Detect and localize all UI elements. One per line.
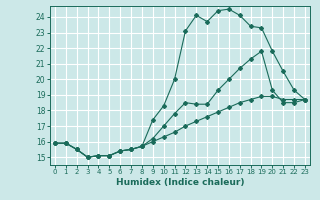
X-axis label: Humidex (Indice chaleur): Humidex (Indice chaleur) [116,178,244,187]
